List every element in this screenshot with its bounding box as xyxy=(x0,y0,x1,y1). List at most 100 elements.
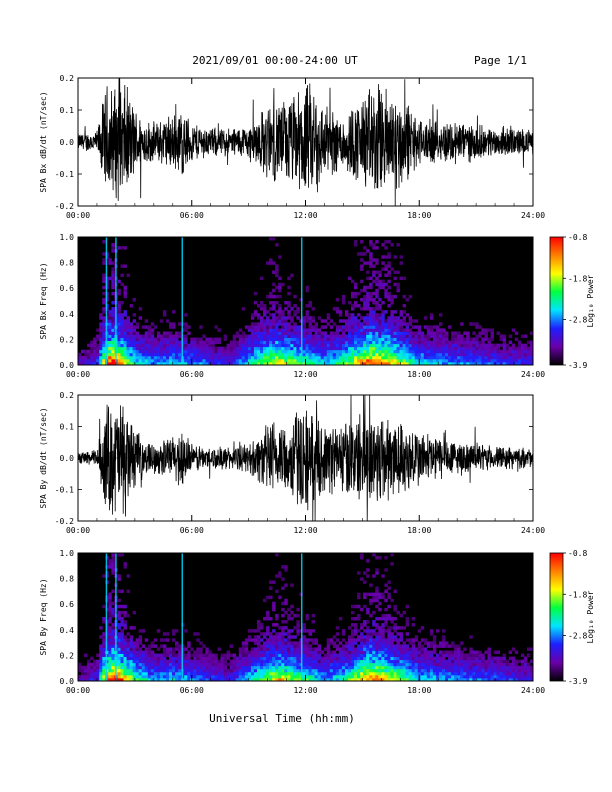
spectrogram-cell xyxy=(402,331,406,335)
spectrogram-cell xyxy=(451,346,455,351)
spectrogram-cell xyxy=(263,653,267,658)
spectrogram-cell xyxy=(369,261,373,265)
spectrogram-cell xyxy=(281,343,285,348)
spectrogram-cell xyxy=(311,650,315,654)
spectrogram-cell xyxy=(284,325,288,329)
spectrogram-cell xyxy=(226,352,231,357)
spectrogram-cell xyxy=(478,650,482,654)
spectrogram-cell xyxy=(296,620,300,624)
spectrogram-cell xyxy=(238,653,243,658)
spectrogram-cell xyxy=(275,635,279,639)
spectrogram-cell xyxy=(238,355,243,360)
spectrogram-cell xyxy=(123,665,127,670)
spectrogram-cell xyxy=(393,635,397,639)
spectrogram-cell xyxy=(335,638,340,642)
spectrogram-cell xyxy=(99,674,103,679)
spectrogram-cell xyxy=(326,668,331,673)
spectrogram-cell xyxy=(223,671,228,676)
spectrogram-cell xyxy=(332,656,337,661)
spectrogram-cell xyxy=(375,617,379,621)
spectrogram-cell xyxy=(414,656,419,661)
spectrogram-cell xyxy=(287,346,291,351)
spectrogram-cell xyxy=(363,328,367,332)
spectrogram-cell xyxy=(272,325,276,329)
spectrogram-cell xyxy=(508,352,513,357)
spectrogram-cell xyxy=(493,662,497,667)
spectrogram-cell xyxy=(502,671,507,676)
spectrogram-cell xyxy=(281,319,285,323)
spectrogram-cell xyxy=(284,301,288,305)
spectrogram-cell xyxy=(487,343,491,348)
spectrogram-cell xyxy=(408,316,413,320)
spectrogram-cell xyxy=(457,650,461,654)
spectrogram-cell xyxy=(120,349,124,354)
spectrogram-cell xyxy=(235,665,240,670)
spectrogram-cell xyxy=(172,629,176,633)
spectrogram-cell xyxy=(272,346,276,351)
spectrogram-cell xyxy=(366,568,370,572)
spectrogram-cell xyxy=(369,358,373,363)
spectrogram-cell xyxy=(153,638,158,642)
spectrogram-cell xyxy=(493,349,497,354)
spectrogram-cell xyxy=(102,346,106,351)
spectrogram-cell xyxy=(159,671,164,676)
spectrogram-cell xyxy=(414,653,419,658)
spectrogram-cell xyxy=(108,644,112,648)
spectrogram-cell xyxy=(178,346,182,351)
spectrogram-cell xyxy=(217,677,221,682)
spectrogram-cell xyxy=(169,346,173,351)
spectrogram-cell xyxy=(526,677,531,682)
spectrogram-cell xyxy=(363,595,367,600)
spectrogram-cell xyxy=(351,331,355,335)
spectrogram-cell xyxy=(102,644,106,648)
spectrogram-cell xyxy=(523,343,528,348)
spectrogram-cell xyxy=(390,316,394,320)
spectrogram-cell xyxy=(481,665,485,670)
y-tick-label: 0.0 xyxy=(60,677,75,686)
spectrogram-cell xyxy=(399,638,403,642)
spectrogram-cell xyxy=(126,574,130,578)
spectrogram-cell xyxy=(390,334,394,338)
spectrogram-cell xyxy=(399,358,403,363)
spectrogram-cell xyxy=(469,340,473,345)
spectrogram-cell xyxy=(351,635,355,639)
spectrogram-cell xyxy=(144,665,149,670)
spectrogram-cell xyxy=(81,677,85,682)
spectrogram-cell xyxy=(250,352,255,357)
spectrogram-cell xyxy=(175,629,179,633)
spectrogram-cell xyxy=(111,331,115,335)
spectrogram-cell xyxy=(475,653,479,658)
spectrogram-cell xyxy=(241,644,246,648)
spectrogram-cell xyxy=(396,656,400,661)
spectrogram-cell xyxy=(357,340,361,345)
spectrogram-cell xyxy=(193,343,197,348)
spectrogram-cell xyxy=(426,328,431,332)
spectrogram-cell xyxy=(269,665,273,670)
spectrogram-cell xyxy=(478,346,482,351)
spectrogram-cell xyxy=(272,361,276,366)
spectrogram-cell xyxy=(162,337,167,342)
spectrogram-cell xyxy=(78,668,82,673)
spectrogram-cell xyxy=(165,671,170,676)
spectrogram-cell xyxy=(442,358,446,363)
spectrogram-cell xyxy=(281,662,285,667)
spectrogram-cell xyxy=(256,629,261,633)
spectrogram-cell xyxy=(117,577,121,581)
spectrogram-cell xyxy=(211,352,215,357)
spectrogram-cell xyxy=(396,319,400,323)
spectrogram-cell xyxy=(423,659,428,664)
spectrogram-cell xyxy=(108,346,112,351)
spectrogram-cell xyxy=(141,656,146,661)
spectrogram-cell xyxy=(159,343,164,348)
spectrogram-cell xyxy=(147,659,152,664)
spectrogram-cell xyxy=(226,656,231,661)
spectrogram-cell xyxy=(120,340,124,345)
spectrogram-cell xyxy=(384,677,388,682)
spectrogram-cell xyxy=(381,346,385,351)
spectrogram-cell xyxy=(229,665,234,670)
spectrogram-cell xyxy=(138,316,143,320)
spectrogram-cell xyxy=(256,313,261,317)
spectrogram-cell xyxy=(366,270,370,274)
spectrogram-cell xyxy=(311,343,315,348)
spectrogram-cell xyxy=(153,674,158,679)
